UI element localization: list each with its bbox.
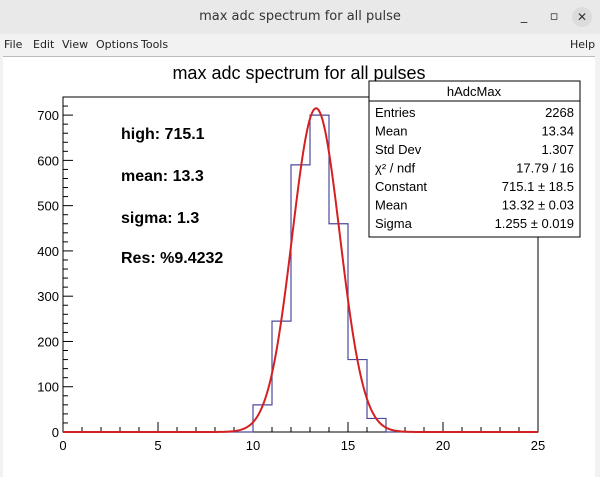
stats-row-value: 13.34 <box>541 124 574 139</box>
annotation-mean: mean: 13.3 <box>121 168 204 185</box>
plot-frame <box>62 96 539 433</box>
x-tick-label: 5 <box>154 438 161 453</box>
menu-bar: File Edit View Options Tools Help <box>0 34 600 54</box>
y-tick-label: 600 <box>37 153 59 168</box>
annotation-sigma: sigma: 1.3 <box>121 210 199 227</box>
stats-row-label: Entries <box>375 105 416 120</box>
stats-row-label: Mean <box>375 198 408 213</box>
stats-row-label: χ² / ndf <box>375 161 415 176</box>
maximize-button[interactable]: ▫ <box>549 9 559 24</box>
stats-row-value: 17.79 / 16 <box>516 161 574 176</box>
histogram-outline <box>63 114 538 433</box>
stats-row-value: 2268 <box>545 105 574 120</box>
minimize-button[interactable]: _ <box>520 9 528 24</box>
y-tick-label: 100 <box>37 380 59 395</box>
annotation-high: high: 715.1 <box>121 126 205 143</box>
close-button[interactable]: ✕ <box>572 7 592 27</box>
chart-title: max adc spectrum for all pulses <box>172 63 425 83</box>
histogram-bin <box>348 360 367 432</box>
stats-row-label: Sigma <box>375 216 413 231</box>
annotation-text: high: 715.1 mean: 13.3 sigma: 1.3 Res: %… <box>121 126 223 267</box>
menu-view[interactable]: View <box>62 38 89 51</box>
title-bar[interactable]: max adc spectrum for all pulse _ ▫ ✕ <box>0 0 600 35</box>
x-tick-label: 25 <box>531 438 545 453</box>
stats-row-value: 715.1 ± 18.5 <box>502 179 574 194</box>
gaussian-fit <box>63 107 538 433</box>
histogram-bin <box>272 321 291 432</box>
y-tick-label: 400 <box>37 244 59 259</box>
stats-row-label: Constant <box>375 179 427 194</box>
annotation-res: Res: %9.4232 <box>121 250 223 267</box>
histogram-bin <box>329 224 348 432</box>
stats-box-frame <box>368 80 581 238</box>
y-tick-label: 300 <box>37 289 59 304</box>
x-tick-label: 15 <box>341 438 355 453</box>
menu-tools[interactable]: Tools <box>141 38 169 51</box>
stats-row-label: Std Dev <box>375 142 422 157</box>
stats-rows: Entries 2268 Mean 13.34 Std Dev 1.307 χ² / ndf… <box>375 105 574 231</box>
x-tick-label: 0 <box>59 438 66 453</box>
y-tick-label: 700 <box>37 108 59 123</box>
menu-edit[interactable]: Edit <box>33 38 55 51</box>
x-tick-label: 10 <box>246 438 260 453</box>
stats-box: hAdcMax Entries 2268 Mean 13.34 Std Dev 1.307… <box>368 80 581 238</box>
stats-row-value: 1.307 <box>541 142 574 157</box>
window-title: max adc spectrum for all pulse <box>199 9 401 24</box>
histogram-bin <box>291 165 310 432</box>
stats-box-title: hAdcMax <box>447 84 502 99</box>
histogram-bars <box>63 114 538 433</box>
menu-file[interactable]: File <box>4 38 23 51</box>
plot-canvas[interactable]: max adc spectrum for all pulses 0 5 10 15 20… <box>3 56 595 477</box>
y-tick-label: 0 <box>52 425 59 440</box>
histogram-plot[interactable]: max adc spectrum for all pulses 0 5 10 15 20… <box>3 57 595 477</box>
menu-options[interactable]: Options <box>96 38 139 51</box>
histogram-bin <box>310 115 329 432</box>
fit-curve <box>63 107 538 433</box>
stats-row-value: 1.255 ± 0.019 <box>495 216 574 231</box>
menu-help[interactable]: Help <box>570 38 596 51</box>
x-tick-label: 20 <box>436 438 450 453</box>
stats-row-value: 13.32 ± 0.03 <box>502 198 574 213</box>
stats-row-label: Mean <box>375 124 408 139</box>
plot-axes: 0 5 10 15 20 25 0 100 200 300 400 500 600 700 <box>37 96 545 453</box>
y-tick-label: 500 <box>37 199 59 214</box>
y-tick-label: 200 <box>37 334 59 349</box>
